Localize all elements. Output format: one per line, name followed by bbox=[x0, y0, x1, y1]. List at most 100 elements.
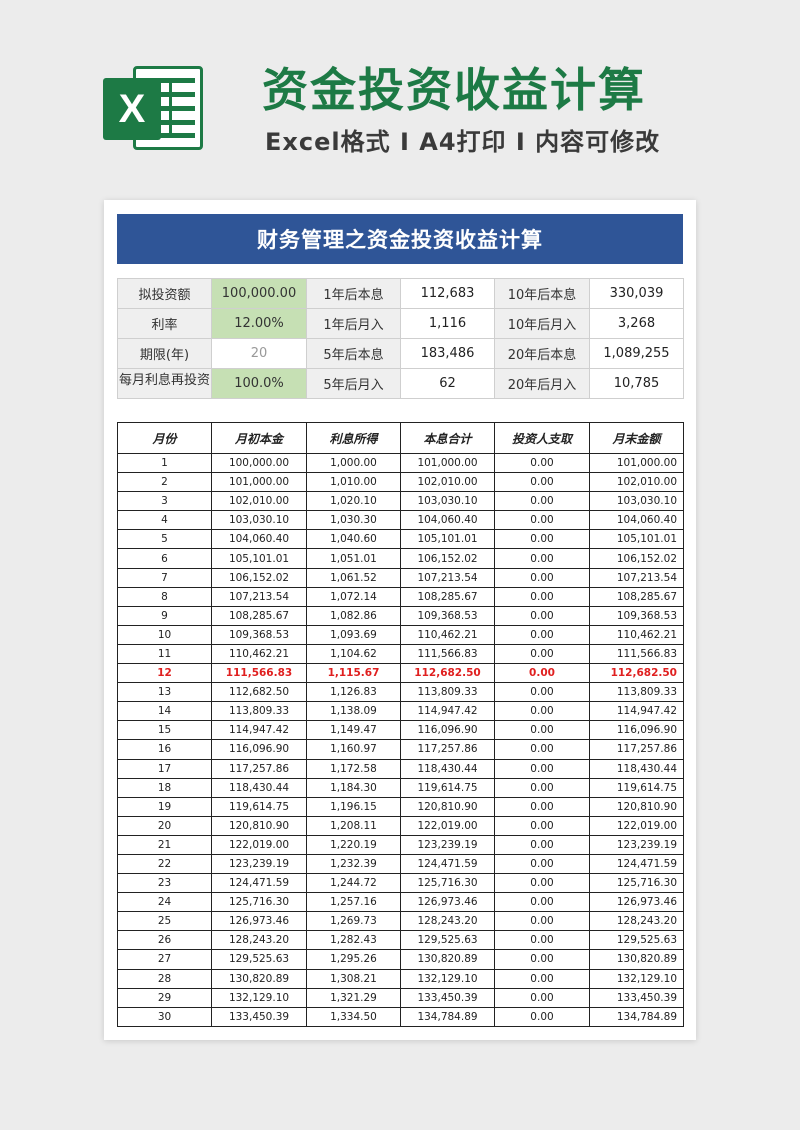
table-cell: 3 bbox=[117, 491, 212, 512]
summary-value: 1,089,255 bbox=[589, 338, 684, 369]
table-cell: 0.00 bbox=[494, 1006, 590, 1027]
table-cell: 133,450.39 bbox=[589, 987, 684, 1008]
table-cell: 124,471.59 bbox=[211, 873, 307, 894]
table-cell: 1,051.01 bbox=[306, 548, 401, 569]
table-cell: 0.00 bbox=[494, 491, 590, 512]
table-row: 22 123,239.19 1,232.39 124,471.59 0.00 124,47… bbox=[117, 853, 684, 875]
table-cell: 1,269.73 bbox=[306, 911, 401, 932]
table-cell: 19 bbox=[117, 796, 212, 817]
summary-label: 每月利息再投资 bbox=[117, 368, 212, 399]
summary-value[interactable]: 100.0% bbox=[211, 368, 307, 399]
logo-grid bbox=[147, 78, 195, 138]
table-row: 5 104,060.40 1,040.60 105,101.01 0.00 105,101… bbox=[117, 529, 684, 550]
table-cell: 119,614.75 bbox=[400, 777, 495, 798]
table-cell: 24 bbox=[117, 892, 212, 913]
summary-value: 330,039 bbox=[589, 278, 684, 309]
summary-value[interactable]: 12.00% bbox=[211, 308, 307, 339]
table-cell: 129,525.63 bbox=[589, 930, 684, 951]
table-cell: 112,682.50 bbox=[589, 663, 684, 684]
summary-label: 5年后月入 bbox=[306, 368, 401, 399]
summary-row: 利率 12.00% 1年后月入 1,116 10年后月入 3,268 bbox=[117, 308, 684, 339]
table-cell: 1,138.09 bbox=[306, 701, 401, 722]
table-cell: 130,820.89 bbox=[589, 949, 684, 970]
table-cell: 1,010.00 bbox=[306, 472, 401, 493]
table-cell: 0.00 bbox=[494, 567, 590, 588]
summary-value: 183,486 bbox=[400, 338, 495, 369]
table-cell: 116,096.90 bbox=[211, 739, 307, 760]
table-cell: 1,082.86 bbox=[306, 605, 401, 626]
table-cell: 124,471.59 bbox=[589, 853, 684, 875]
table-cell: 126,973.46 bbox=[400, 892, 495, 913]
table-cell: 120,810.90 bbox=[400, 796, 495, 817]
table-cell: 0.00 bbox=[494, 930, 590, 951]
table-cell: 22 bbox=[117, 853, 212, 875]
table-cell: 104,060.40 bbox=[211, 529, 307, 550]
col-header: 投资人支取 bbox=[494, 422, 590, 454]
table-row: 11 110,462.21 1,104.62 111,566.83 0.00 111,56… bbox=[117, 643, 684, 665]
table-cell: 15 bbox=[117, 720, 212, 741]
table-cell: 0.00 bbox=[494, 586, 590, 607]
table-cell: 112,682.50 bbox=[211, 682, 307, 703]
table-cell: 116,096.90 bbox=[400, 720, 495, 741]
summary-value[interactable]: 20 bbox=[211, 338, 307, 369]
table-cell: 0.00 bbox=[494, 452, 590, 474]
table-cell: 1,308.21 bbox=[306, 968, 401, 989]
table-row: 14 113,809.33 1,138.09 114,947.42 0.00 114,94… bbox=[117, 701, 684, 722]
table-cell: 25 bbox=[117, 911, 212, 932]
table-cell: 108,285.67 bbox=[211, 605, 307, 626]
table-cell: 16 bbox=[117, 739, 212, 760]
summary-value[interactable]: 100,000.00 bbox=[211, 278, 307, 309]
table-cell: 105,101.01 bbox=[211, 548, 307, 569]
table-row: 23 124,471.59 1,244.72 125,716.30 0.00 125,71… bbox=[117, 873, 684, 894]
table-cell: 112,682.50 bbox=[400, 663, 495, 684]
table-cell: 29 bbox=[117, 987, 212, 1008]
table-cell: 108,285.67 bbox=[400, 586, 495, 607]
table-row: 17 117,257.86 1,172.58 118,430.44 0.00 118,43… bbox=[117, 758, 684, 779]
table-cell: 20 bbox=[117, 815, 212, 836]
summary-label: 10年后本息 bbox=[494, 278, 590, 309]
table-cell: 132,129.10 bbox=[211, 987, 307, 1008]
table-cell: 0.00 bbox=[494, 987, 590, 1008]
table-cell: 126,973.46 bbox=[211, 911, 307, 932]
table-row: 27 129,525.63 1,295.26 130,820.89 0.00 130,82… bbox=[117, 949, 684, 970]
table-cell: 1,208.11 bbox=[306, 815, 401, 836]
table-cell: 111,566.83 bbox=[589, 643, 684, 665]
summary-label: 10年后月入 bbox=[494, 308, 590, 339]
table-cell: 104,060.40 bbox=[400, 510, 495, 531]
table-cell: 0.00 bbox=[494, 853, 590, 875]
table-row: 24 125,716.30 1,257.16 126,973.46 0.00 126,97… bbox=[117, 892, 684, 913]
table-cell: 0.00 bbox=[494, 758, 590, 779]
table-cell: 110,462.21 bbox=[400, 624, 495, 645]
table-row: 8 107,213.54 1,072.14 108,285.67 0.00 108,285… bbox=[117, 586, 684, 607]
table-cell: 0.00 bbox=[494, 968, 590, 989]
table-cell: 106,152.02 bbox=[211, 567, 307, 588]
table-cell: 120,810.90 bbox=[211, 815, 307, 836]
table-cell: 122,019.00 bbox=[589, 815, 684, 836]
table-row: 30 133,450.39 1,334.50 134,784.89 0.00 134,78… bbox=[117, 1006, 684, 1027]
table-cell: 123,239.19 bbox=[589, 834, 684, 855]
monthly-table: 月份 月初本金 利息所得 本息合计 投资人支取 月末金额 1 100,000.00… bbox=[117, 422, 684, 1027]
table-cell: 1,115.67 bbox=[306, 663, 401, 684]
table-cell: 1,295.26 bbox=[306, 949, 401, 970]
table-cell: 1,257.16 bbox=[306, 892, 401, 913]
table-cell: 1,040.60 bbox=[306, 529, 401, 550]
table-cell: 0.00 bbox=[494, 834, 590, 855]
table-cell: 1,126.83 bbox=[306, 682, 401, 703]
table-cell: 123,239.19 bbox=[400, 834, 495, 855]
table-cell: 26 bbox=[117, 930, 212, 951]
table-cell: 118,430.44 bbox=[211, 777, 307, 798]
table-cell: 0.00 bbox=[494, 949, 590, 970]
table-cell: 103,030.10 bbox=[211, 510, 307, 531]
table-cell: 126,973.46 bbox=[589, 892, 684, 913]
table-row: 2 101,000.00 1,010.00 102,010.00 0.00 102,010… bbox=[117, 472, 684, 493]
table-cell: 104,060.40 bbox=[589, 510, 684, 531]
table-cell: 0.00 bbox=[494, 873, 590, 894]
table-row: 13 112,682.50 1,126.83 113,809.33 0.00 113,80… bbox=[117, 682, 684, 703]
table-cell: 134,784.89 bbox=[400, 1006, 495, 1027]
table-cell: 8 bbox=[117, 586, 212, 607]
summary-value: 1,116 bbox=[400, 308, 495, 339]
table-cell: 107,213.54 bbox=[589, 567, 684, 588]
table-cell: 105,101.01 bbox=[589, 529, 684, 550]
summary-label: 20年后本息 bbox=[494, 338, 590, 369]
table-cell: 113,809.33 bbox=[589, 682, 684, 703]
